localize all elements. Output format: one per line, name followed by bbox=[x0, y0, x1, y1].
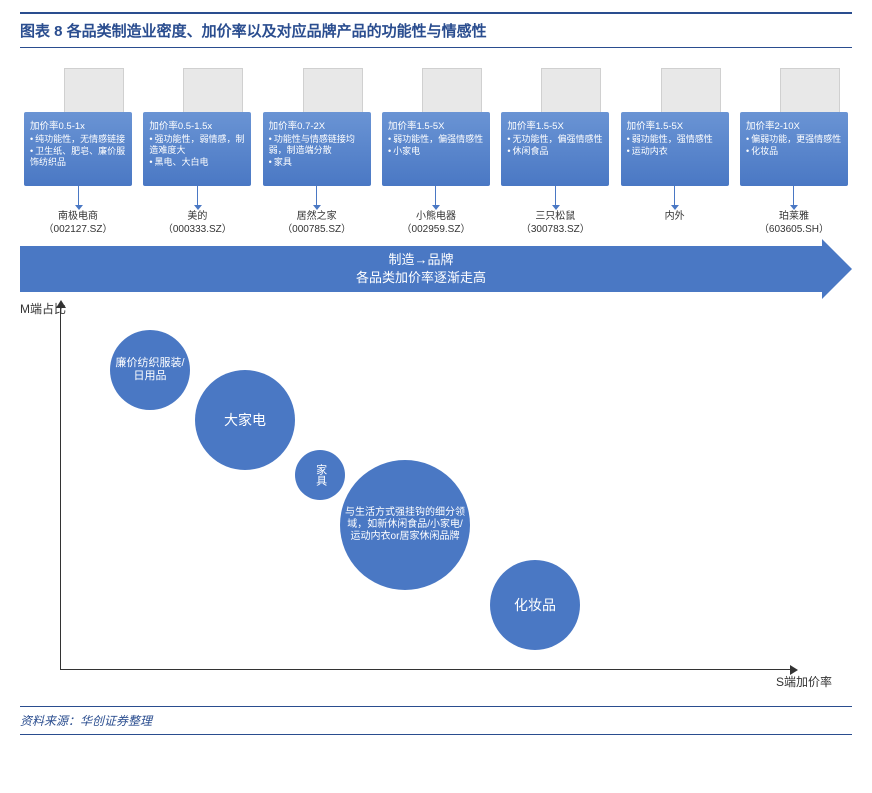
card-bullet: 运动内衣 bbox=[627, 146, 723, 157]
card-bullet: 纯功能性，无情感链接 bbox=[30, 134, 126, 145]
product-image-placeholder bbox=[303, 68, 363, 118]
company-label: 居然之家（000785.SZ） bbox=[282, 210, 351, 236]
card-bullets: 功能性与情感链接均弱，制造端分散家具 bbox=[269, 134, 365, 167]
arrow-line1: 制造→品牌 bbox=[20, 251, 822, 269]
card-column: 加价率2-10X偏弱功能，更强情感性化妆品珀莱雅（603605.SH） bbox=[740, 68, 848, 236]
cards-row: 加价率0.5-1x 纯功能性，无情感链接卫生纸、肥皂、廉价服饰纺织品南极电商（00… bbox=[20, 68, 852, 236]
connector-arrow-icon bbox=[435, 186, 436, 206]
source-text: 资料来源：华创证券整理 bbox=[20, 706, 852, 735]
card-bullet: 强功能性，弱情感，制造难度大 bbox=[149, 134, 245, 156]
chart-bubble: 大家电 bbox=[195, 370, 295, 470]
markup-card: 加价率0.5-1.5x 强功能性，弱情感，制造难度大黑电、大白电 bbox=[143, 112, 251, 186]
product-image-placeholder bbox=[64, 68, 124, 118]
card-bullet: 无功能性，偏强情感性 bbox=[507, 134, 603, 145]
connector-arrow-icon bbox=[197, 186, 198, 206]
card-column: 加价率0.5-1x 纯功能性，无情感链接卫生纸、肥皂、廉价服饰纺织品南极电商（00… bbox=[24, 68, 132, 236]
card-column: 加价率1.5-5X无功能性，偏强情感性休闲食品三只松鼠（300783.SZ） bbox=[501, 68, 609, 236]
card-rate: 加价率1.5-5X bbox=[507, 118, 603, 132]
company-label: 南极电商（002127.SZ） bbox=[44, 210, 113, 236]
card-column: 加价率0.5-1.5x 强功能性，弱情感，制造难度大黑电、大白电美的（000333… bbox=[143, 68, 251, 236]
card-rate: 加价率2-10X bbox=[746, 118, 842, 132]
big-arrow: 制造→品牌 各品类加价率逐渐走高 bbox=[20, 246, 852, 292]
company-label: 内外 bbox=[665, 210, 685, 223]
markup-card: 加价率2-10X 偏弱功能，更强情感性化妆品 bbox=[740, 112, 848, 186]
card-rate: 加价率1.5-5X bbox=[627, 118, 723, 132]
connector-arrow-icon bbox=[316, 186, 317, 206]
connector-arrow-icon bbox=[555, 186, 556, 206]
card-bullets: 偏弱功能，更强情感性化妆品 bbox=[746, 134, 842, 157]
card-bullet: 偏弱功能，更强情感性 bbox=[746, 134, 842, 145]
arrow-line2: 各品类加价率逐渐走高 bbox=[20, 269, 822, 287]
card-bullet: 弱功能性，强情感性 bbox=[627, 134, 723, 145]
y-axis-label: M端占比 bbox=[20, 300, 66, 317]
card-bullet: 家具 bbox=[269, 157, 365, 168]
product-image-placeholder bbox=[183, 68, 243, 118]
markup-card: 加价率1.5-5X 弱功能性，强情感性运动内衣 bbox=[621, 112, 729, 186]
card-rate: 加价率0.7-2X bbox=[269, 118, 365, 132]
product-image-placeholder bbox=[541, 68, 601, 118]
chart-title: 图表 8 各品类制造业密度、加价率以及对应品牌产品的功能性与情感性 bbox=[20, 12, 852, 48]
card-rate: 加价率0.5-1x bbox=[30, 118, 126, 132]
card-bullets: 无功能性，偏强情感性休闲食品 bbox=[507, 134, 603, 157]
company-label: 三只松鼠（300783.SZ） bbox=[521, 210, 590, 236]
company-label: 小熊电器（002959.SZ） bbox=[402, 210, 471, 236]
scatter-chart: M端占比 S端加价率 廉价纺织服装/日用品大家电家具与生活方式强挂钩的细分领域，… bbox=[20, 300, 852, 700]
card-bullets: 纯功能性，无情感链接卫生纸、肥皂、廉价服饰纺织品 bbox=[30, 134, 126, 167]
card-bullet: 功能性与情感链接均弱，制造端分散 bbox=[269, 134, 365, 156]
markup-card: 加价率1.5-5X 弱功能性，偏强情感性小家电 bbox=[382, 112, 490, 186]
arrow-body: 制造→品牌 各品类加价率逐渐走高 bbox=[20, 246, 822, 292]
card-bullet: 黑电、大白电 bbox=[149, 157, 245, 168]
chart-bubble: 化妆品 bbox=[490, 560, 580, 650]
card-bullet: 休闲食品 bbox=[507, 146, 603, 157]
card-bullet: 卫生纸、肥皂、廉价服饰纺织品 bbox=[30, 146, 126, 168]
connector-arrow-icon bbox=[674, 186, 675, 206]
product-image-placeholder bbox=[422, 68, 482, 118]
card-bullets: 弱功能性，强情感性运动内衣 bbox=[627, 134, 723, 157]
connector-arrow-icon bbox=[793, 186, 794, 206]
card-bullet: 化妆品 bbox=[746, 146, 842, 157]
card-rate: 加价率1.5-5X bbox=[388, 118, 484, 132]
chart-bubble: 与生活方式强挂钩的细分领域，如新休闲食品/小家电/运动内衣or居家休闲品牌 bbox=[340, 460, 470, 590]
markup-card: 加价率0.7-2X 功能性与情感链接均弱，制造端分散家具 bbox=[263, 112, 371, 186]
product-image-placeholder bbox=[780, 68, 840, 118]
x-axis bbox=[60, 669, 792, 670]
card-bullet: 弱功能性，偏强情感性 bbox=[388, 134, 484, 145]
x-axis-label: S端加价率 bbox=[776, 673, 832, 690]
chart-bubble: 家具 bbox=[295, 450, 345, 500]
card-column: 加价率0.7-2X 功能性与情感链接均弱，制造端分散家具居然之家（000785.S… bbox=[263, 68, 371, 236]
card-column: 加价率1.5-5X 弱功能性，强情感性运动内衣内外 bbox=[621, 68, 729, 236]
y-axis bbox=[60, 306, 61, 670]
markup-card: 加价率0.5-1x 纯功能性，无情感链接卫生纸、肥皂、廉价服饰纺织品 bbox=[24, 112, 132, 186]
card-rate: 加价率0.5-1.5x bbox=[149, 118, 245, 132]
company-label: 珀莱雅（603605.SH） bbox=[759, 210, 829, 236]
arrow-head-icon bbox=[822, 239, 852, 299]
card-bullets: 强功能性，弱情感，制造难度大黑电、大白电 bbox=[149, 134, 245, 167]
card-bullets: 弱功能性，偏强情感性小家电 bbox=[388, 134, 484, 157]
chart-bubble: 廉价纺织服装/日用品 bbox=[110, 330, 190, 410]
company-label: 美的（000333.SZ） bbox=[163, 210, 232, 236]
connector-arrow-icon bbox=[78, 186, 79, 206]
card-column: 加价率1.5-5X弱功能性，偏强情感性小家电小熊电器（002959.SZ） bbox=[382, 68, 490, 236]
markup-card: 加价率1.5-5X 无功能性，偏强情感性休闲食品 bbox=[501, 112, 609, 186]
card-bullet: 小家电 bbox=[388, 146, 484, 157]
product-image-placeholder bbox=[661, 68, 721, 118]
